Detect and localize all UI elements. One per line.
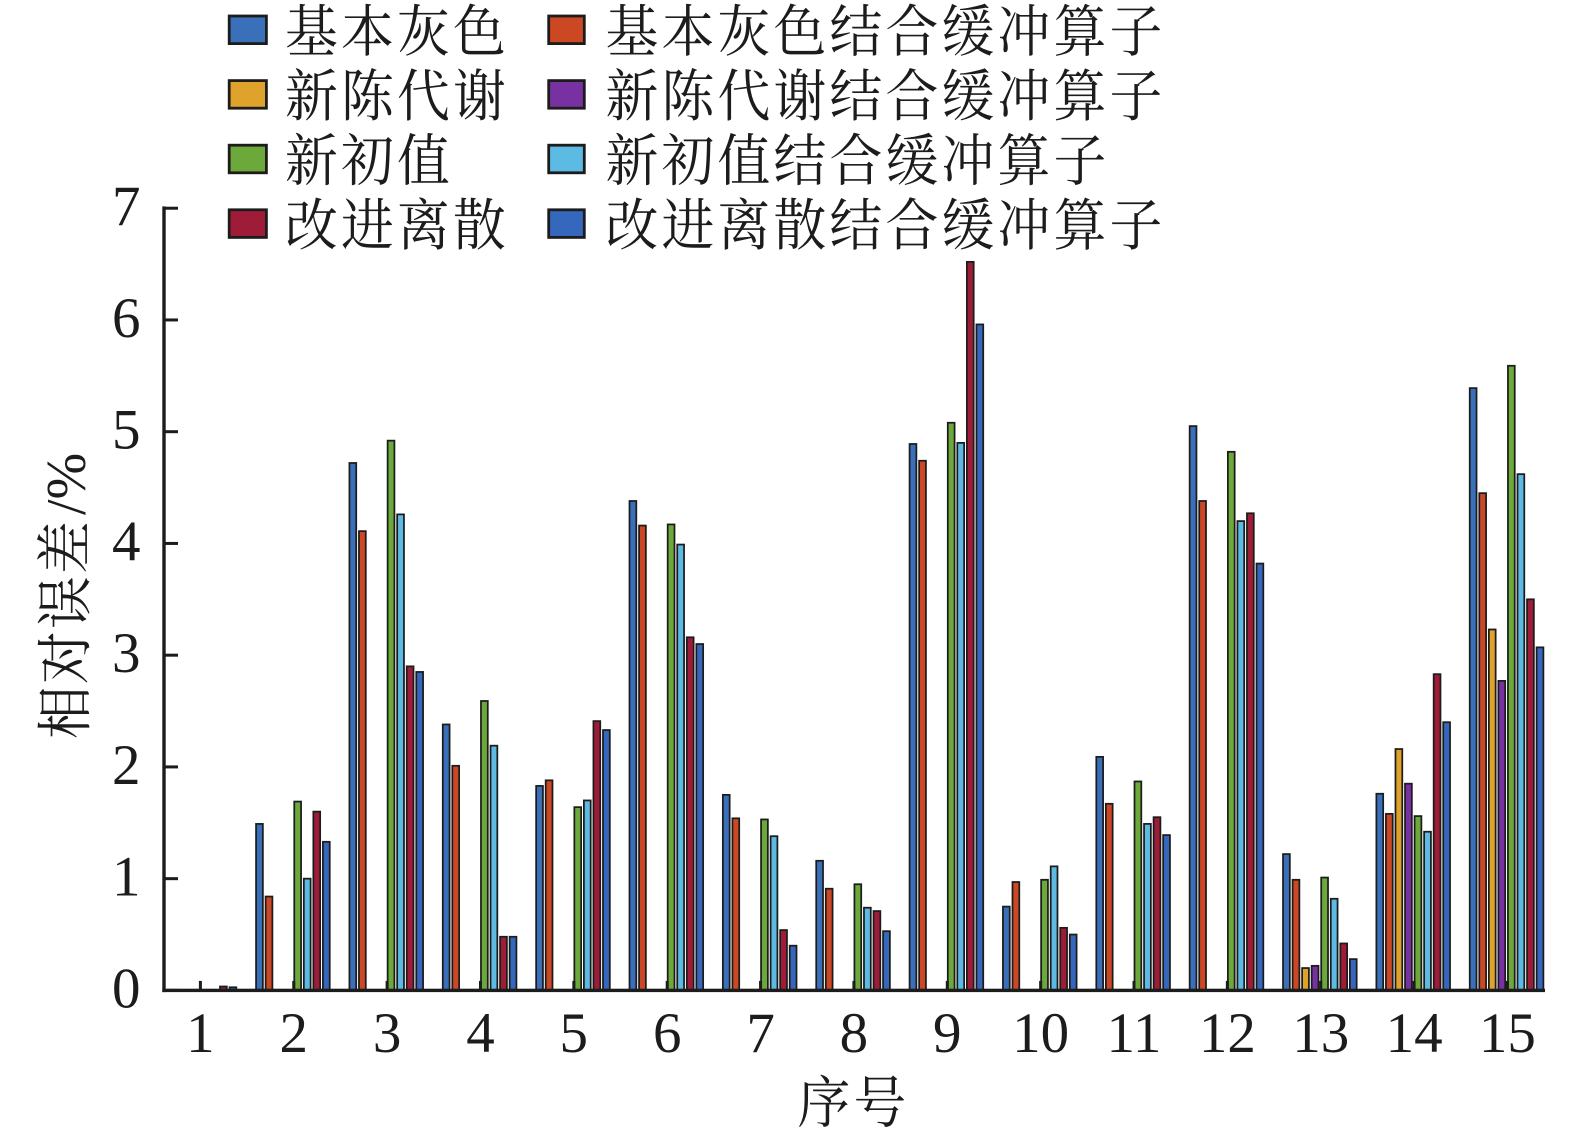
svg-text:1: 1	[186, 1002, 215, 1065]
svg-text:4: 4	[466, 1002, 495, 1065]
svg-text:/%: /%	[36, 453, 98, 515]
svg-text:6: 6	[653, 1002, 682, 1065]
svg-text:14: 14	[1386, 1002, 1443, 1065]
svg-text:5: 5	[560, 1002, 589, 1065]
svg-text:9: 9	[933, 1002, 962, 1065]
svg-text:2: 2	[112, 734, 141, 797]
svg-text:12: 12	[1199, 1002, 1256, 1065]
svg-text:0: 0	[112, 957, 141, 1020]
svg-text:15: 15	[1479, 1002, 1536, 1065]
svg-text:2: 2	[280, 1002, 309, 1065]
svg-text:6: 6	[112, 287, 141, 350]
svg-text:4: 4	[112, 510, 141, 573]
svg-text:8: 8	[840, 1002, 869, 1065]
svg-text:5: 5	[112, 399, 141, 462]
svg-text:13: 13	[1292, 1002, 1349, 1065]
svg-text:3: 3	[373, 1002, 402, 1065]
svg-text:1: 1	[112, 846, 141, 909]
svg-text:10: 10	[1012, 1002, 1069, 1065]
svg-text:7: 7	[112, 175, 141, 238]
svg-text:7: 7	[746, 1002, 775, 1065]
svg-text:11: 11	[1107, 1002, 1162, 1065]
svg-text:3: 3	[112, 622, 141, 685]
